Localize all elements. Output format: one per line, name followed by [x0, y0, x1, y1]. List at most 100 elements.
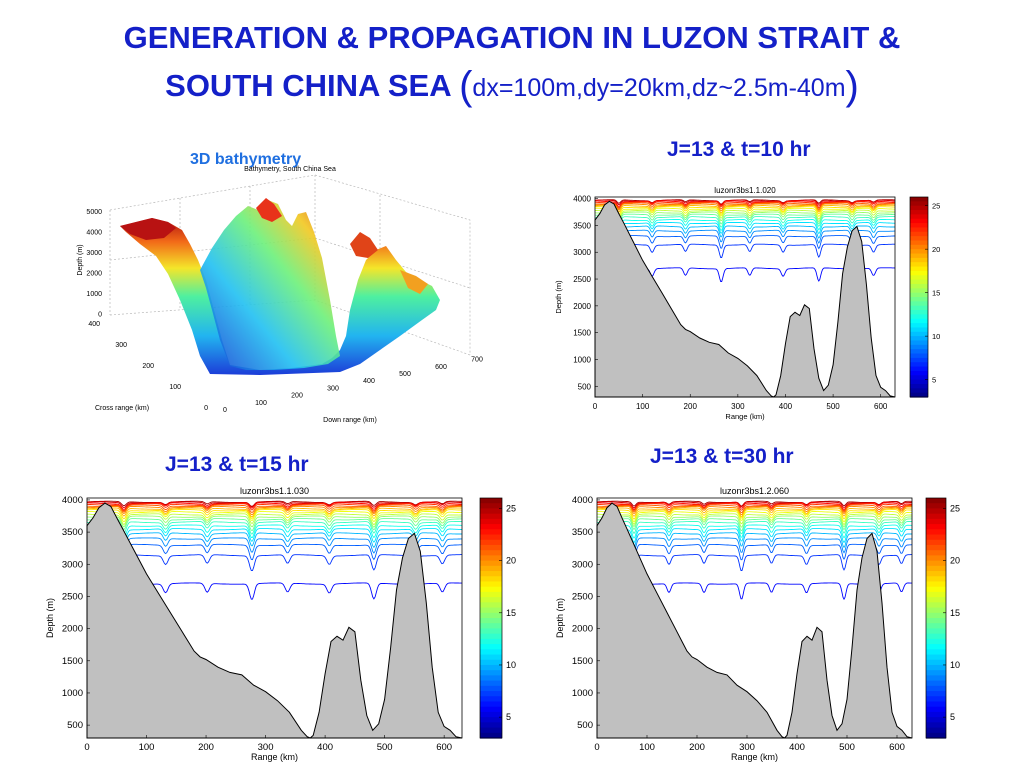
x-tick-label: 500 — [839, 742, 855, 753]
bathymetry-zlabel: Depth (m) — [77, 244, 84, 275]
chart-title: luzonr3bs1.1.030 — [240, 486, 309, 496]
x-tick-label: 0 — [593, 402, 598, 411]
isotherm-line — [597, 518, 913, 531]
colorbar-segment — [480, 597, 502, 603]
colorbar-segment — [910, 318, 928, 324]
bathymetry-xlabel: Down range (km) — [323, 417, 377, 424]
colorbar-segment — [910, 370, 928, 376]
colorbar-segment — [926, 591, 946, 598]
isotherm-line — [87, 504, 463, 513]
bathymetry-z-ticks: 5000 4000 3000 2000 1000 0 — [86, 209, 102, 319]
colorbar-segment — [926, 659, 946, 666]
colorbar-segment — [926, 503, 946, 510]
colorbar-segment — [910, 253, 928, 259]
bathymetry-y-tick: 400 — [88, 321, 100, 328]
colorbar-segment — [926, 732, 946, 739]
isotherm-line — [86, 507, 462, 518]
colorbar-tick-label: 15 — [506, 608, 516, 618]
isotherm-line — [596, 524, 913, 539]
colorbar-tick-label: 25 — [506, 503, 516, 513]
colorbar-tick-label: 10 — [506, 660, 516, 670]
colorbar-segment — [480, 518, 502, 525]
y-tick-label: 3500 — [62, 527, 83, 538]
plot-frame — [86, 497, 463, 739]
y-tick-label: 1000 — [62, 688, 83, 699]
colorbar-tick-label: 25 — [932, 202, 940, 211]
x-tick-label: 0 — [594, 742, 599, 753]
isotherm-line — [86, 503, 462, 512]
x-tick-label: 600 — [874, 402, 888, 411]
y-tick-label: 4000 — [62, 495, 83, 506]
colorbar: 5 10 15 20 25 — [909, 196, 940, 398]
y-tick-label: 3500 — [573, 221, 591, 230]
x-tick-label: 400 — [779, 402, 793, 411]
colorbar-segment — [926, 597, 946, 603]
isotherm-line — [597, 532, 912, 549]
bathymetry-z-tick: 0 — [98, 312, 102, 319]
colorbar-segment — [910, 379, 928, 385]
colorbar-segment — [926, 581, 946, 588]
y-axis-label: Depth (m) — [45, 598, 55, 638]
bathymetry-fill — [594, 200, 896, 398]
isotherm-line — [86, 524, 463, 539]
y-axis-label: Depth (m) — [554, 280, 563, 314]
y-tick-label: 500 — [578, 382, 592, 391]
isotherm-line — [596, 513, 912, 526]
y-tick-label: 1000 — [572, 688, 593, 699]
colorbar-frame — [925, 497, 947, 739]
colorbar-segment — [926, 539, 946, 546]
colorbar-segment — [926, 685, 946, 692]
colorbar-segment — [480, 696, 502, 703]
colorbar-tick-label: 20 — [950, 556, 960, 566]
colorbar-segment — [926, 498, 946, 504]
isotherm-line — [596, 507, 912, 517]
colorbar-segment — [480, 508, 502, 515]
isotherm-line — [597, 543, 913, 561]
colorbar-segment — [926, 623, 946, 630]
x-axis-label: Range (km) — [731, 752, 778, 762]
y-tick-label: 2500 — [573, 275, 591, 284]
y-tick-label: 3000 — [572, 559, 593, 570]
colorbar-segment — [910, 244, 928, 250]
bathymetry-y-tick: 100 — [169, 384, 181, 391]
colorbar-segment — [926, 711, 946, 718]
isotherm-group — [86, 500, 463, 601]
isotherm-line — [595, 201, 895, 209]
colorbar-segment — [926, 722, 946, 729]
colorbar-segment — [480, 612, 502, 619]
colorbar-segment — [926, 628, 946, 635]
colorbar-tick-label: 15 — [950, 608, 960, 618]
colorbar-segment — [910, 214, 928, 220]
x-tick-label: 600 — [889, 742, 905, 753]
bathymetry-z-tick: 4000 — [86, 230, 102, 237]
bathymetry-y-ticks: 400 300 200 100 0 — [88, 321, 208, 412]
colorbar-segment — [926, 508, 946, 515]
colorbar-segment — [480, 534, 502, 541]
colorbar-segment — [480, 539, 502, 546]
colorbar-tick-label: 15 — [932, 289, 940, 298]
colorbar-segment — [910, 231, 928, 237]
bathymetry-x-tick: 200 — [291, 393, 303, 400]
isotherm-line — [595, 213, 895, 225]
colorbar-segment — [910, 249, 928, 255]
colorbar-segment — [910, 305, 928, 311]
colorbar-segment — [480, 670, 502, 676]
colorbar-frame — [479, 497, 503, 739]
isotherm-line — [595, 235, 896, 250]
bathymetry-y-tick: 200 — [142, 363, 154, 370]
bathymetry-plot-title: Bathymetry, South China Sea — [244, 166, 336, 173]
colorbar-segment — [910, 353, 928, 359]
colorbar-segment — [926, 576, 946, 583]
colorbar-segment — [480, 628, 502, 635]
colorbar-segment — [910, 340, 928, 346]
isotherm-line — [595, 206, 895, 215]
colorbar-segment — [926, 727, 946, 734]
isotherm-line — [596, 503, 912, 512]
colorbar-segment — [910, 310, 928, 315]
colorbar-segment — [926, 691, 946, 697]
x-tick-label: 600 — [436, 742, 452, 753]
colorbar-segment — [910, 279, 928, 285]
colorbar-segment — [910, 205, 928, 211]
isotherm-line — [597, 528, 912, 544]
colorbar-segment — [480, 607, 502, 614]
